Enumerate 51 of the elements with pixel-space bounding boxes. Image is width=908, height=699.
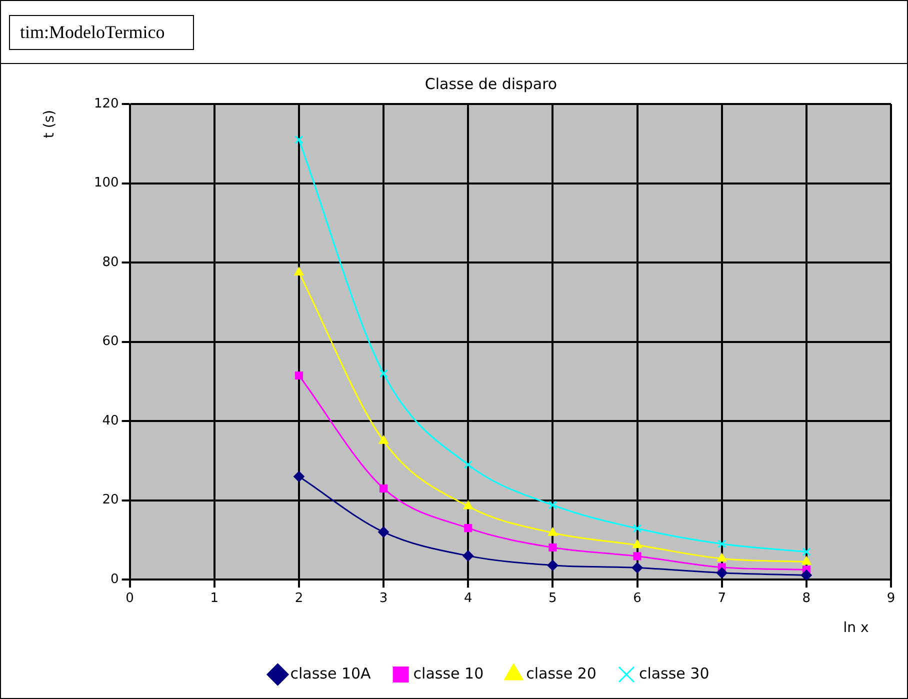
point xyxy=(802,556,812,565)
x-tick-label: 4 xyxy=(464,590,472,606)
point xyxy=(293,471,304,482)
y-tick-label: 100 xyxy=(94,176,119,191)
x-tick-label: 9 xyxy=(886,590,896,606)
point xyxy=(464,524,472,532)
legend-label: classe 10 xyxy=(413,664,484,682)
x-tick-label: 2 xyxy=(294,590,304,606)
point xyxy=(378,435,388,444)
point xyxy=(632,562,643,574)
y-axis-title: t (s) xyxy=(41,110,58,138)
point xyxy=(294,135,304,144)
x-tick-label: 5 xyxy=(548,590,557,606)
point xyxy=(294,266,304,276)
x-tick-label: 8 xyxy=(802,590,811,606)
point xyxy=(548,500,557,510)
point xyxy=(716,567,728,578)
point xyxy=(632,540,642,548)
x-tick-label: 0 xyxy=(126,590,134,606)
point xyxy=(800,570,812,580)
x-axis-title: ln x xyxy=(843,620,869,636)
point xyxy=(547,560,558,571)
x-tick-label: 7 xyxy=(718,590,726,606)
y-tick-label: 40 xyxy=(102,413,119,428)
point xyxy=(294,371,303,380)
x-tick-label: 6 xyxy=(633,590,642,606)
y-tick-label: 60 xyxy=(102,334,119,350)
point xyxy=(548,543,557,552)
point xyxy=(379,369,388,378)
point xyxy=(633,552,642,560)
point xyxy=(548,527,558,536)
x-tick-label: 1 xyxy=(210,590,219,606)
x-tick-label: 3 xyxy=(379,590,388,606)
point xyxy=(718,540,726,548)
y-tick-label: 20 xyxy=(102,492,119,508)
y-tick-label: 120 xyxy=(94,96,119,112)
point xyxy=(380,484,388,492)
y-tick-label: 80 xyxy=(102,254,119,270)
legend-label: classe 20 xyxy=(526,664,596,682)
legend-label: classe 30 xyxy=(638,664,710,682)
point xyxy=(463,500,473,510)
point xyxy=(464,460,472,469)
point xyxy=(462,550,474,562)
point xyxy=(632,524,642,533)
chart-title: Classe de disparo xyxy=(424,74,558,93)
text: tim:ModeloTermico xyxy=(9,15,194,50)
legend-label: classe 10A xyxy=(290,664,372,682)
y-tick-label: 0 xyxy=(110,572,119,587)
point xyxy=(378,526,390,538)
point xyxy=(717,553,727,562)
point xyxy=(802,548,811,556)
